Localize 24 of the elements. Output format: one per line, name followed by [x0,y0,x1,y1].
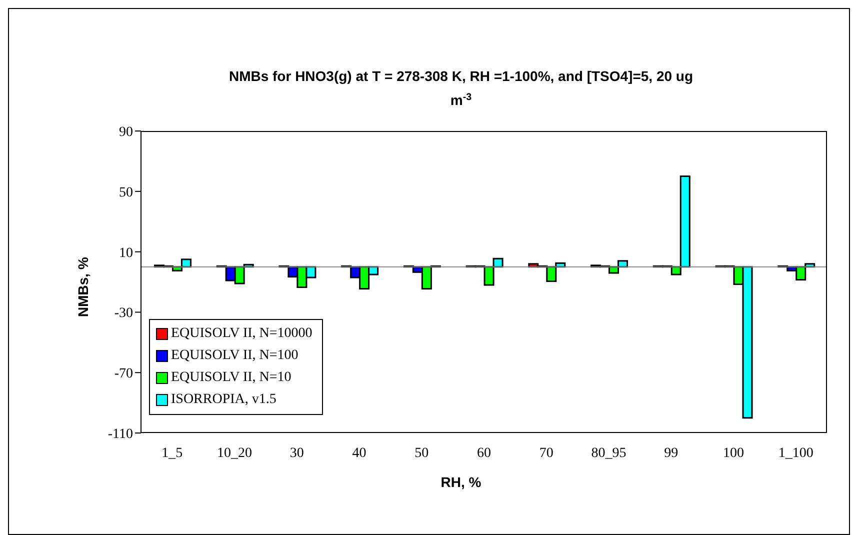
chart-title: NMBs for HNO3(g) at T = 278-308 K, RH =1-100%, and [TSO4]=5, 20 ug m$^{-3}$ [228,68,694,108]
x-tick-label: 100 [722,446,744,461]
y-tick-label: -30 [114,306,133,322]
x-tick-label: 10_20 [217,446,252,461]
legend-label: EQUISOLV II, N=10000 [171,325,312,343]
x-tick-label: 60 [477,446,491,461]
x-tick-label: 70 [539,446,554,461]
y-tick-label: 90 [119,124,133,140]
y-tick-label: 10 [119,246,133,261]
x-tick-label: 1_5 [162,446,183,461]
x-tick-label: 80_95 [591,446,626,461]
y-tick-label: -70 [114,366,133,382]
legend-label: EQUISOLV II, N=100 [171,347,298,365]
y-axis-title: NMBs, % [74,256,91,317]
legend-label: ISORROPIA, v1.5 [171,391,276,409]
x-tick-label: 40 [352,446,366,461]
x-axis-title: RH, % [440,474,482,490]
x-tick-label: 50 [414,446,429,461]
y-tick-label: 50 [119,185,133,200]
x-tick-label: 1_100 [778,446,814,461]
y-tick-label: -110 [108,426,133,442]
x-tick-label: 99 [664,446,678,461]
legend-label: EQUISOLV II, N=10 [171,369,292,387]
x-tick-label: 30 [290,446,304,461]
